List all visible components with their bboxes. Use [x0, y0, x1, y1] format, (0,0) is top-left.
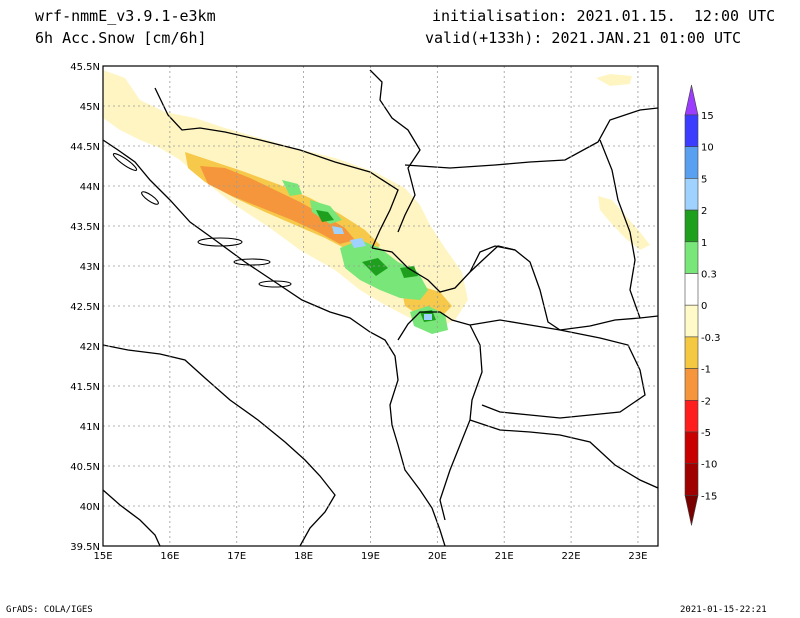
- lon-tick-label: 18E: [294, 551, 313, 562]
- legend-label: -0.3: [701, 333, 721, 344]
- legend-label: -1: [701, 365, 711, 376]
- legend-swatch: [684, 463, 699, 496]
- legend-label: -2: [701, 396, 711, 407]
- lon-tick-label: 21E: [495, 551, 514, 562]
- lon-tick-label: 22E: [562, 551, 581, 562]
- lat-tick-label: 43N: [80, 262, 100, 273]
- legend-label: 1: [701, 238, 707, 249]
- lat-tick-label: 44.5N: [70, 142, 100, 153]
- lon-tick-label: 15E: [93, 551, 112, 562]
- lat-tick-label: 44N: [80, 182, 100, 193]
- legend-swatch: [684, 431, 699, 465]
- legend-label: -10: [701, 460, 717, 471]
- italy-coastline: [103, 344, 336, 546]
- lat-tick-label: 43.5N: [70, 222, 100, 233]
- legend-label: 0.3: [701, 270, 717, 281]
- lat-tick-label: 45N: [80, 102, 100, 113]
- legend-swatch: [684, 304, 699, 338]
- lon-tick-label: 17E: [227, 551, 246, 562]
- greece-border: [469, 419, 658, 489]
- valid-time: valid(+133h): 2021.JAN.21 01:00 UTC: [425, 29, 742, 47]
- color-legend: 15 10 5 2 1 0.3 0 -0.3 -1 -2 -5 -10 -15: [684, 84, 721, 526]
- legend-label: -5: [701, 428, 711, 439]
- grads-credit: GrADS: COLA/IGES: [6, 605, 93, 615]
- legend-label: 15: [701, 111, 714, 122]
- legend-label: -15: [701, 491, 717, 502]
- italy-heel: [103, 489, 161, 546]
- lat-tick-label: 45.5N: [70, 62, 100, 73]
- lon-tick-label: 19E: [361, 551, 380, 562]
- legend-swatch: [684, 273, 699, 306]
- lon-tick-label: 20E: [428, 551, 447, 562]
- legend-swatch: [684, 178, 699, 211]
- render-timestamp: 2021-01-15-22:21: [680, 605, 767, 615]
- legend-swatch: [684, 336, 699, 369]
- lat-tick-label: 39.5N: [70, 542, 100, 553]
- snow-area-light-ne: [596, 74, 632, 86]
- snow-area-light-east: [598, 196, 650, 250]
- lat-tick-label: 42N: [80, 342, 100, 353]
- lat-tick-label: 40N: [80, 502, 100, 513]
- legend-swatch: [684, 368, 699, 401]
- longitude-axis: 15E 16E 17E 18E 19E 20E 21E 22E 23E: [93, 551, 647, 562]
- hungary-border: [404, 107, 658, 169]
- legend-swatch: [684, 209, 699, 243]
- legend-swatch: [684, 399, 699, 433]
- map-plot-area: [103, 66, 658, 546]
- model-title: wrf-nmmE_v3.9.1-e3km: [35, 7, 216, 25]
- croatia-north-border: [369, 69, 421, 233]
- lat-tick-label: 40.5N: [70, 462, 100, 473]
- lat-tick-label: 42.5N: [70, 302, 100, 313]
- map-grid: [103, 66, 658, 546]
- legend-swatch: [684, 114, 699, 148]
- islands: [112, 153, 292, 288]
- lat-tick-label: 41.5N: [70, 382, 100, 393]
- lat-tick-label: 41N: [80, 422, 100, 433]
- lon-tick-label: 16E: [160, 551, 179, 562]
- adriatic-coastline: [103, 139, 446, 546]
- legend-swatch: [684, 241, 699, 274]
- snow-field: [103, 70, 650, 334]
- boundaries: [103, 69, 658, 546]
- snow-area-orange: [200, 166, 355, 244]
- lon-tick-label: 23E: [628, 551, 647, 562]
- legend-label: 0: [701, 301, 707, 312]
- bulgaria-border: [599, 139, 641, 319]
- legend-arrow-top: [684, 84, 699, 116]
- snow-area-darkgreen: [316, 210, 436, 322]
- kosovo-border: [469, 245, 516, 273]
- latitude-axis: 45.5N 45N 44.5N 44N 43.5N 43N 42.5N 42N 41.5N 41N…: [70, 62, 100, 553]
- legend-label: 10: [701, 143, 714, 154]
- macedonia-border: [469, 319, 646, 419]
- plot-frame: [102, 65, 659, 547]
- legend-label: 2: [701, 206, 707, 217]
- legend-label: 5: [701, 174, 707, 185]
- albania-border: [397, 311, 483, 521]
- field-title: 6h Acc.Snow [cm/6h]: [35, 29, 207, 47]
- legend-swatch: [684, 146, 699, 179]
- legend-arrow-bottom: [684, 495, 699, 526]
- init-time: initialisation: 2021.01.15. 12:00 UTC: [432, 7, 776, 25]
- bosnia-border: [154, 87, 399, 249]
